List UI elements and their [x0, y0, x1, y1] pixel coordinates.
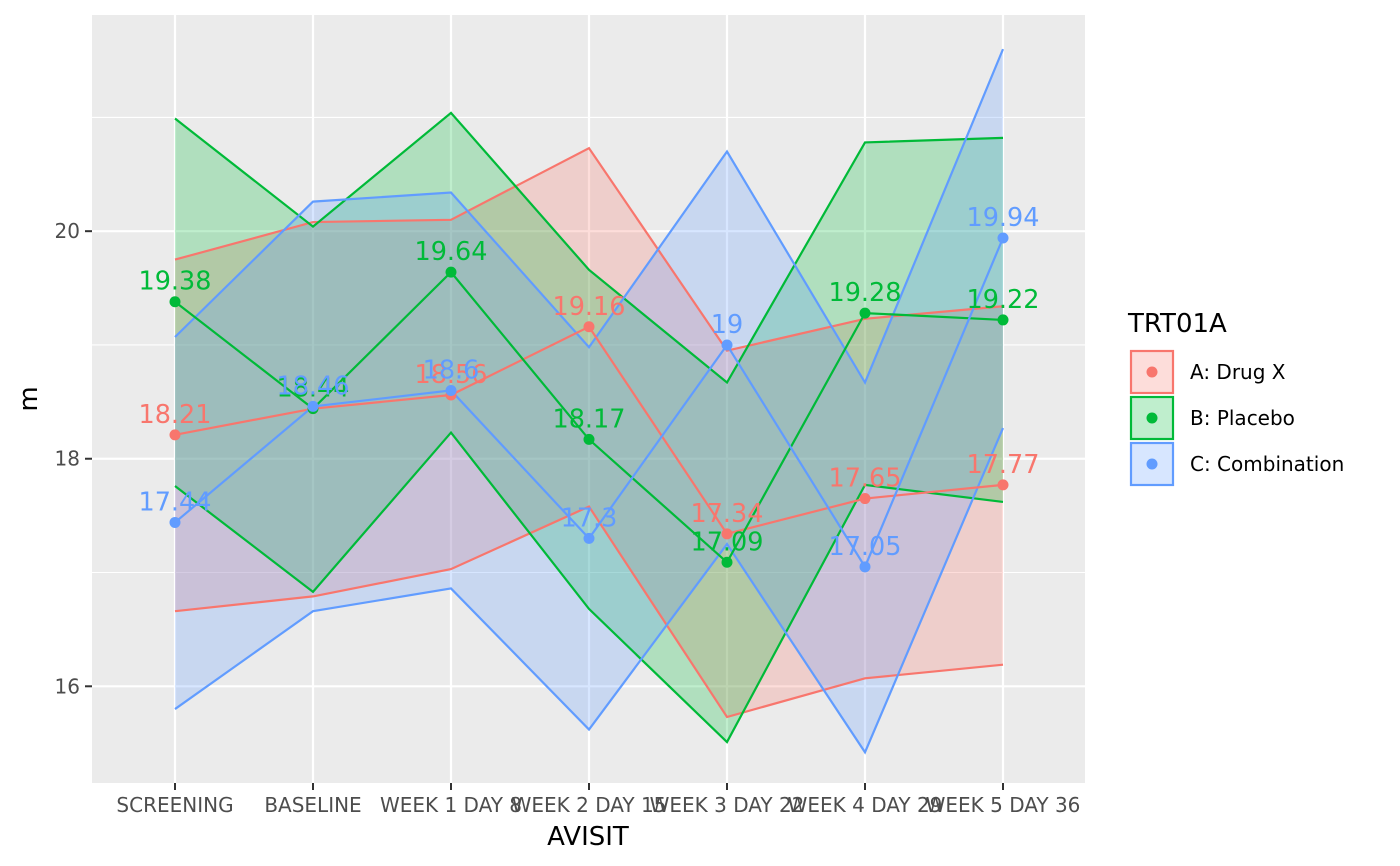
data-point: [169, 516, 181, 528]
ribbons: [174, 48, 1005, 755]
data-label: 18.56: [414, 360, 487, 390]
x-tick-label: WEEK 2 DAY 15: [512, 793, 667, 817]
data-point: [445, 266, 457, 278]
legend-key-point: [1146, 366, 1158, 378]
data-label: 19.64: [414, 237, 487, 267]
data-label: 19.16: [552, 292, 625, 322]
y-axis-title: m: [14, 386, 44, 411]
data-point: [721, 528, 733, 540]
data-label: 19.94: [966, 203, 1039, 233]
x-tick-label: WEEK 1 DAY 8: [380, 793, 522, 817]
data-label: 17.44: [138, 487, 211, 517]
ribbon-area: [175, 49, 1003, 753]
ribbon-upper-line: [174, 48, 1005, 385]
data-point: [721, 339, 733, 351]
data-label: 18.17: [552, 404, 625, 434]
x-tick-label: SCREENING: [116, 793, 233, 817]
legend: TRT01A A: Drug X B: Placebo C: Combination: [1127, 309, 1344, 487]
data-point: [307, 400, 319, 412]
y-tick-label: 18: [55, 447, 80, 471]
data-point: [859, 561, 871, 573]
data-label: 19.28: [828, 278, 901, 308]
legend-label: B: Placebo: [1190, 406, 1295, 430]
data-point: [997, 232, 1009, 244]
ribbon-lower-line: [174, 430, 1004, 744]
legend-label: A: Drug X: [1190, 360, 1286, 384]
data-point: [997, 479, 1009, 491]
data-point: [859, 493, 871, 505]
data-point: [169, 429, 181, 441]
legend-title: TRT01A: [1127, 309, 1227, 339]
legend-key-point: [1146, 412, 1158, 424]
data-label: 19.22: [966, 285, 1039, 315]
x-tick-label: WEEK 4 DAY 29: [788, 793, 943, 817]
data-label: 17.77: [966, 450, 1039, 480]
data-label: 19: [711, 310, 743, 340]
legend-key-point: [1146, 458, 1158, 470]
ribbon-upper-line: [174, 146, 1004, 352]
data-label: 17.3: [561, 503, 618, 533]
data-point: [583, 532, 595, 544]
data-labels: 18.21 18.44 18.56 19.16 17.34 17.65 17.77 19.38…: [138, 203, 1039, 562]
grid: [92, 15, 1085, 783]
ribbon-lower-line: [174, 505, 1004, 719]
legend-label: C: Combination: [1190, 452, 1344, 476]
ribbon-area: [175, 148, 1003, 718]
x-axis-title: AVISIT: [547, 822, 629, 852]
data-label: 17.09: [690, 527, 763, 557]
y-tick-label: 20: [55, 219, 80, 243]
data-label: 17.65: [828, 464, 901, 494]
data-label: 19.38: [138, 267, 211, 297]
data-label: 17.05: [828, 532, 901, 562]
data-label: 18.44: [276, 374, 349, 404]
ribbon-lower-line: [174, 427, 1005, 755]
y-tick-label: 16: [55, 674, 80, 698]
data-point: [721, 556, 733, 568]
data-label: 18.46: [276, 371, 349, 401]
x-tick-label: BASELINE: [264, 793, 361, 817]
data-point: [583, 321, 595, 333]
data-point: [445, 384, 457, 396]
data-point: [169, 296, 181, 308]
data-label: 18.44: [276, 374, 349, 404]
ribbon-upper-line: [174, 111, 1004, 385]
x-tick-label: WEEK 3 DAY 22: [650, 793, 805, 817]
data-point: [997, 314, 1009, 326]
data-label: 18.21: [138, 400, 211, 430]
data-label: 17.34: [690, 499, 763, 529]
data-label: 18.6: [423, 355, 480, 385]
legend-key-box: [1129, 395, 1175, 441]
x-tick-label: WEEK 5 DAY 36: [926, 793, 1081, 817]
series-points: [169, 232, 1009, 573]
data-point: [859, 307, 871, 319]
y-axis: 16 18 20: [55, 219, 92, 698]
ribbon-area: [175, 112, 1003, 743]
data-point: [583, 433, 595, 445]
